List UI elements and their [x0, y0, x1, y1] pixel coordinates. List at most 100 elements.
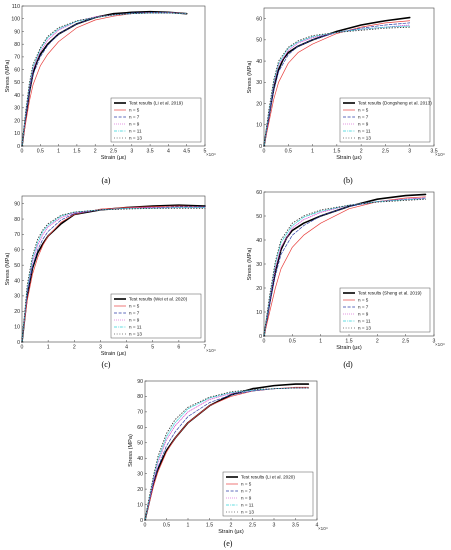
x-tick-label: 1 — [57, 149, 60, 155]
x-tick-label: 4.5 — [183, 149, 190, 155]
legend-label-2: n = 7 — [129, 115, 140, 120]
caption-b: (b) — [343, 176, 353, 185]
chart-panel-e: 0 0.5 1 1.5 2 2.5 3 3.5 40102030405060708090Stra… — [128, 379, 328, 535]
y-tick-label: 0 — [259, 144, 262, 150]
y-tick-label: 0 — [259, 334, 262, 340]
x-exponent-label: ×10⁴ — [206, 152, 216, 157]
y-tick-label: 90 — [14, 201, 20, 207]
legend-label-0: Test results (Wei et al. 2020) — [129, 297, 188, 302]
y-tick-label: 90 — [137, 379, 143, 385]
legend-label-4: n = 11 — [129, 129, 142, 134]
x-tick-label: 2 — [73, 345, 76, 351]
x-tick-label: 3 — [99, 345, 102, 351]
x-axis-title: Strain (με) — [218, 529, 244, 535]
legend-label-1: n = 5 — [358, 298, 369, 303]
y-tick-label: 40 — [256, 238, 262, 244]
x-tick-label: 0 — [21, 345, 24, 351]
legend: Test results (Dongsheng et al. 2013) n = … — [339, 97, 432, 143]
series-line-5 — [263, 26, 411, 147]
y-tick-label: 80 — [137, 394, 143, 400]
series-line-5 — [144, 387, 309, 521]
y-tick-label: 10 — [256, 310, 262, 316]
x-tick-label: 0.5 — [289, 339, 296, 345]
y-tick-label: 40 — [137, 456, 143, 462]
y-axis-title: Stress (MPa) — [5, 253, 11, 286]
x-tick-label: 2.5 — [110, 149, 117, 155]
x-axis-title: Strain (με) — [336, 155, 362, 161]
x-tick-label: 1.5 — [73, 149, 80, 155]
legend-label-1: n = 5 — [358, 108, 369, 113]
y-tick-label: 70 — [14, 55, 20, 61]
y-tick-label: 60 — [256, 190, 262, 196]
y-tick-label: 0 — [140, 518, 143, 524]
x-tick-label: 0 — [263, 339, 266, 345]
y-tick-label: 20 — [137, 487, 143, 493]
x-tick-label: 0 — [21, 149, 24, 155]
y-tick-label: 50 — [14, 263, 20, 269]
y-tick-label: 80 — [14, 217, 20, 223]
y-tick-label: 60 — [14, 67, 20, 73]
y-tick-label: 30 — [137, 471, 143, 477]
x-tick-label: 2 — [376, 339, 379, 345]
x-tick-label: 0 — [263, 149, 266, 155]
y-tick-label: 100 — [11, 17, 20, 23]
legend-label-4: n = 11 — [129, 325, 142, 330]
legend-label-4: n = 11 — [241, 503, 254, 508]
legend-label-5: n = 13 — [241, 510, 254, 515]
x-tick-label: 1 — [187, 523, 190, 529]
legend: Test results (Wei et al. 2020) n = 5 n = 7… — [110, 293, 202, 339]
x-tick-label: 4 — [316, 523, 319, 529]
x-tick-label: 2 — [360, 149, 363, 155]
y-tick-label: 80 — [14, 42, 20, 48]
legend-label-3: n = 9 — [129, 318, 140, 323]
series-line-5 — [21, 207, 206, 343]
y-tick-label: 40 — [14, 278, 20, 284]
y-tick-label: 60 — [256, 16, 262, 22]
y-tick-label: 50 — [14, 80, 20, 86]
y-tick-label: 20 — [256, 101, 262, 107]
y-axis-title: Stress (MPa) — [128, 434, 134, 467]
x-tick-label: 1 — [311, 149, 314, 155]
legend-label-3: n = 9 — [358, 312, 369, 317]
x-tick-label: 5 — [204, 149, 207, 155]
x-tick-label: 6 — [177, 345, 180, 351]
legend-label-0: Test results (Sheng et al. 2019) — [358, 291, 422, 296]
y-tick-label: 20 — [14, 309, 20, 315]
caption-e: (e) — [224, 539, 233, 548]
legend-label-3: n = 9 — [358, 122, 369, 127]
y-tick-label: 50 — [137, 441, 143, 447]
x-tick-label: 0.5 — [37, 149, 44, 155]
legend-label-5: n = 13 — [129, 332, 142, 337]
y-tick-label: 60 — [137, 425, 143, 431]
legend-label-1: n = 5 — [241, 482, 252, 487]
x-exponent-label: ×10⁴ — [435, 342, 445, 347]
y-tick-label: 20 — [14, 118, 20, 124]
y-tick-label: 110 — [12, 4, 20, 10]
x-tick-label: 7 — [204, 345, 207, 351]
legend-label-0: Test results (Li et al. 2019) — [129, 101, 183, 106]
legend-label-0: Test results (Dongsheng et al. 2013) — [358, 101, 432, 106]
y-tick-label: 40 — [14, 93, 20, 99]
y-axis-title: Stress (MPa) — [247, 61, 253, 94]
legend-label-0: Test results (Li et al. 2020) — [241, 475, 295, 480]
x-exponent-label: ×10⁴ — [318, 526, 328, 531]
x-exponent-label: ×10⁴ — [206, 348, 216, 353]
y-tick-label: 10 — [14, 324, 20, 330]
legend-label-2: n = 7 — [129, 311, 140, 316]
x-tick-label: 3 — [273, 523, 276, 529]
x-tick-label: 2.5 — [402, 339, 409, 345]
x-tick-label: 1.5 — [333, 149, 340, 155]
legend-label-2: n = 7 — [241, 489, 252, 494]
y-tick-label: 0 — [17, 144, 20, 150]
y-tick-label: 0 — [17, 340, 20, 346]
legend-box — [222, 471, 314, 517]
x-tick-label: 3.5 — [430, 149, 437, 155]
y-tick-label: 10 — [256, 123, 262, 129]
legend-label-1: n = 5 — [129, 108, 140, 113]
legend-label-5: n = 13 — [358, 326, 371, 331]
x-axis-title: Strain (με) — [101, 351, 127, 357]
y-tick-label: 50 — [256, 214, 262, 220]
x-tick-label: 3.5 — [146, 149, 153, 155]
